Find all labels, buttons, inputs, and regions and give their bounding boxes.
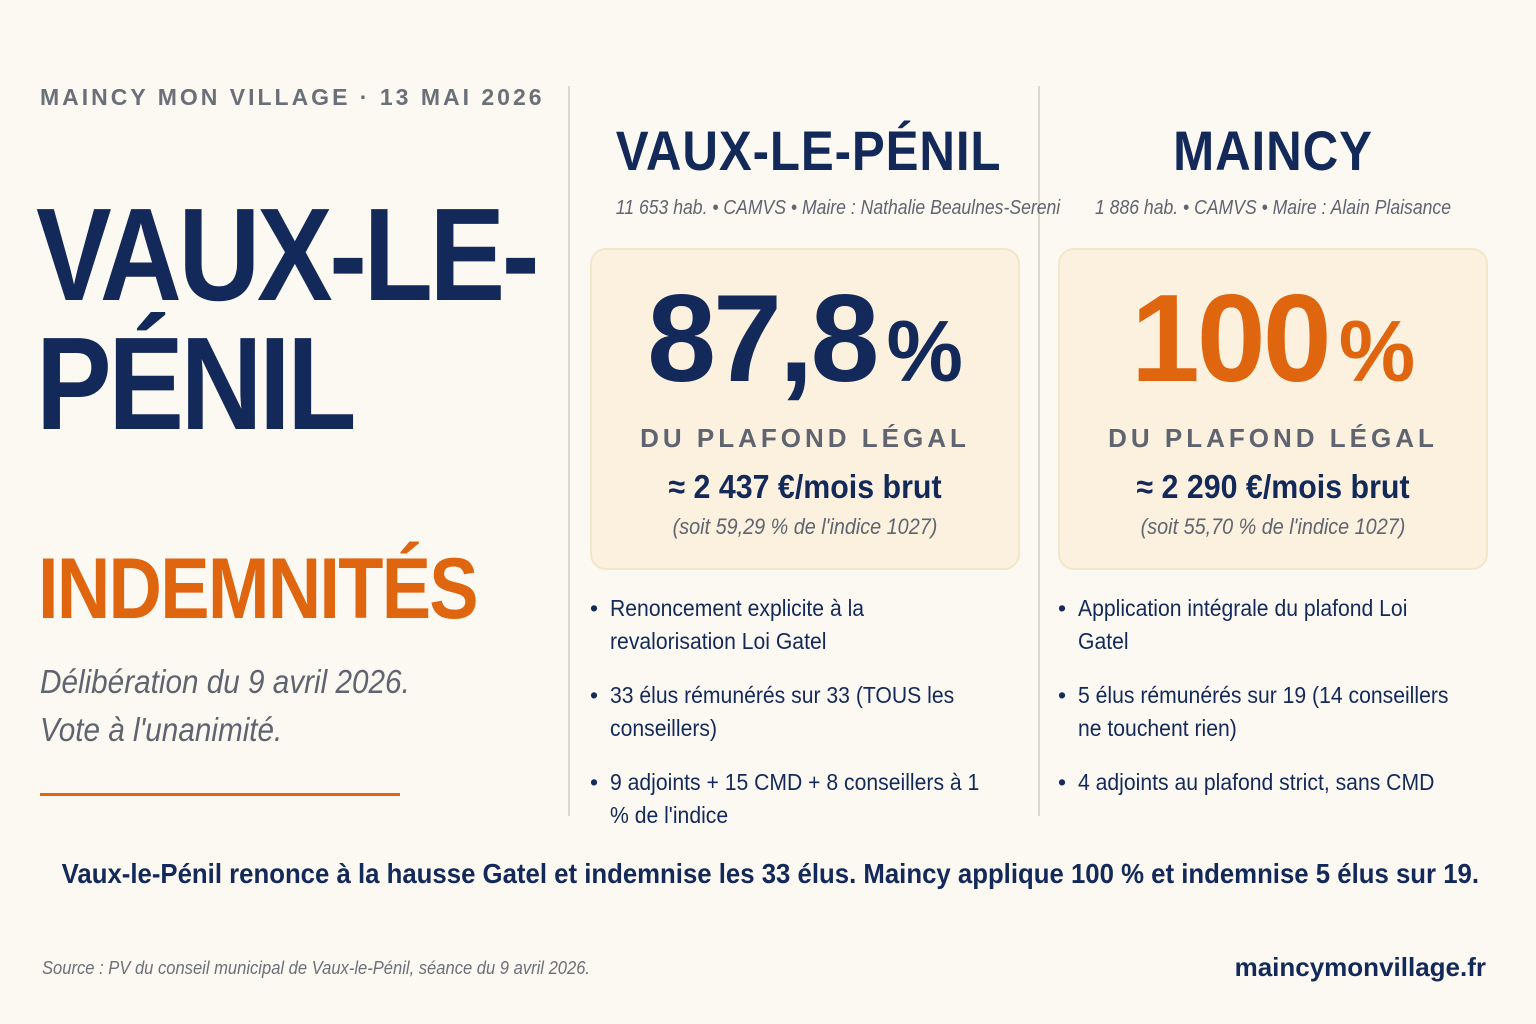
vaux-column: VAUX-LE-PÉNIL 11 653 hab. • CAMVS • Mair… — [590, 118, 1061, 853]
maincy-amount: ≈ 2 290 €/mois brut — [1136, 468, 1410, 505]
list-item: 4 adjoints au plafond strict, sans CMD — [1058, 766, 1488, 799]
lede: Délibération du 9 avril 2026. Vote à l'u… — [40, 658, 410, 754]
maincy-plafond-label: DU PLAFOND LÉGAL — [1108, 423, 1438, 453]
vaux-amount: ≈ 2 437 €/mois brut — [668, 468, 942, 505]
list-item: Renoncement explicite à la revalorisatio… — [590, 592, 1020, 658]
vaux-bullets: Renoncement explicite à la revalorisatio… — [590, 592, 1020, 832]
column-divider-right — [1038, 86, 1040, 816]
maincy-percent: 100 — [1130, 270, 1332, 408]
vaux-meta: 11 653 hab. • CAMVS • Maire : Nathalie B… — [615, 197, 1061, 219]
list-item: 5 élus rémunérés sur 19 (14 conseillers … — [1058, 679, 1488, 745]
vaux-indice: (soit 59,29 % de l'indice 1027) — [672, 514, 938, 539]
vaux-card: 87,8% DU PLAFOND LÉGAL ≈ 2 437 €/mois br… — [590, 248, 1020, 570]
headline-accent: INDEMNITÉS — [38, 541, 479, 637]
headline-line-1: VAUX-LE- — [36, 181, 540, 328]
lede-line-1: Délibération du 9 avril 2026. — [40, 663, 410, 700]
vaux-title: VAUX-LE-PÉNIL — [615, 119, 1002, 182]
source-note: Source : PV du conseil municipal de Vaux… — [42, 958, 591, 978]
list-item: 33 élus rémunérés sur 33 (TOUS les conse… — [590, 679, 1020, 745]
maincy-indice: (soit 55,70 % de l'indice 1027) — [1140, 514, 1406, 539]
summary-statement: Vaux-le-Pénil renonce à la hausse Gatel … — [0, 858, 1536, 890]
headline-line-2: PÉNIL — [36, 310, 357, 458]
vaux-percent-sign: % — [886, 304, 963, 400]
summary-text: Vaux-le-Pénil renonce à la hausse Gatel … — [61, 858, 1480, 889]
maincy-meta: 1 886 hab. • CAMVS • Maire : Alain Plais… — [1094, 197, 1452, 219]
maincy-percent-figure: 100% — [1060, 274, 1486, 417]
column-divider-left — [568, 86, 570, 816]
vaux-plafond-label: DU PLAFOND LÉGAL — [640, 423, 970, 453]
maincy-column: MAINCY 1 886 hab. • CAMVS • Maire : Alai… — [1058, 118, 1488, 820]
vaux-bullet-1: Renoncement explicite à la revalorisatio… — [610, 595, 865, 654]
vaux-bullet-2: 33 élus rémunérés sur 33 (TOUS les conse… — [610, 682, 955, 741]
list-item: 9 adjoints + 15 CMD + 8 conseillers à 1 … — [590, 766, 1020, 832]
maincy-percent-sign: % — [1338, 304, 1416, 400]
list-item: Application intégrale du plafond Loi Gat… — [1058, 592, 1488, 658]
vaux-bullet-3: 9 adjoints + 15 CMD + 8 conseillers à 1 … — [610, 769, 980, 828]
kicker: MAINCY MON VILLAGE · 13 MAI 2026 — [40, 84, 545, 110]
vaux-percent: 87,8 — [647, 270, 879, 408]
maincy-bullet-2: 5 élus rémunérés sur 19 (14 conseillers … — [1078, 682, 1449, 741]
vaux-percent-figure: 87,8% — [592, 274, 1018, 417]
maincy-title: MAINCY — [1173, 119, 1373, 182]
maincy-card: 100% DU PLAFOND LÉGAL ≈ 2 290 €/mois bru… — [1058, 248, 1488, 570]
site-link[interactable]: maincymonvillage.fr — [1234, 952, 1486, 982]
maincy-bullet-3: 4 adjoints au plafond strict, sans CMD — [1078, 769, 1435, 795]
maincy-bullet-1: Application intégrale du plafond Loi Gat… — [1078, 595, 1408, 654]
headline: VAUX-LE- PÉNIL — [36, 181, 540, 458]
accent-rule — [40, 793, 400, 796]
maincy-bullets: Application intégrale du plafond Loi Gat… — [1058, 592, 1488, 799]
lede-line-2: Vote à l'unanimité. — [40, 711, 283, 748]
